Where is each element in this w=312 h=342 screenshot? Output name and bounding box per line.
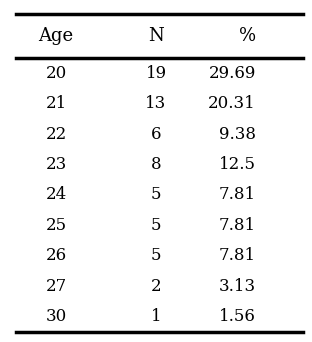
Text: Age: Age [39, 27, 74, 45]
Text: 30: 30 [46, 308, 67, 325]
Text: 3.13: 3.13 [219, 278, 256, 295]
Text: 5: 5 [151, 217, 161, 234]
Text: 9.38: 9.38 [219, 126, 256, 143]
Text: 7.81: 7.81 [219, 247, 256, 264]
Text: 22: 22 [46, 126, 67, 143]
Text: 7.81: 7.81 [219, 217, 256, 234]
Text: 7.81: 7.81 [219, 186, 256, 203]
Text: %: % [239, 27, 256, 45]
Text: 27: 27 [46, 278, 67, 295]
Text: 1: 1 [151, 308, 161, 325]
Text: 12.5: 12.5 [219, 156, 256, 173]
Text: 5: 5 [151, 186, 161, 203]
Text: 13: 13 [145, 95, 167, 112]
Text: 8: 8 [151, 156, 161, 173]
Text: 26: 26 [46, 247, 67, 264]
Text: 25: 25 [46, 217, 67, 234]
Text: 19: 19 [145, 65, 167, 82]
Text: 20: 20 [46, 65, 67, 82]
Text: 24: 24 [46, 186, 67, 203]
Text: 20.31: 20.31 [208, 95, 256, 112]
Text: 1.56: 1.56 [219, 308, 256, 325]
Text: N: N [148, 27, 164, 45]
Text: 21: 21 [46, 95, 67, 112]
Text: 23: 23 [46, 156, 67, 173]
Text: 2: 2 [151, 278, 161, 295]
Text: 6: 6 [151, 126, 161, 143]
Text: 5: 5 [151, 247, 161, 264]
Text: 29.69: 29.69 [208, 65, 256, 82]
